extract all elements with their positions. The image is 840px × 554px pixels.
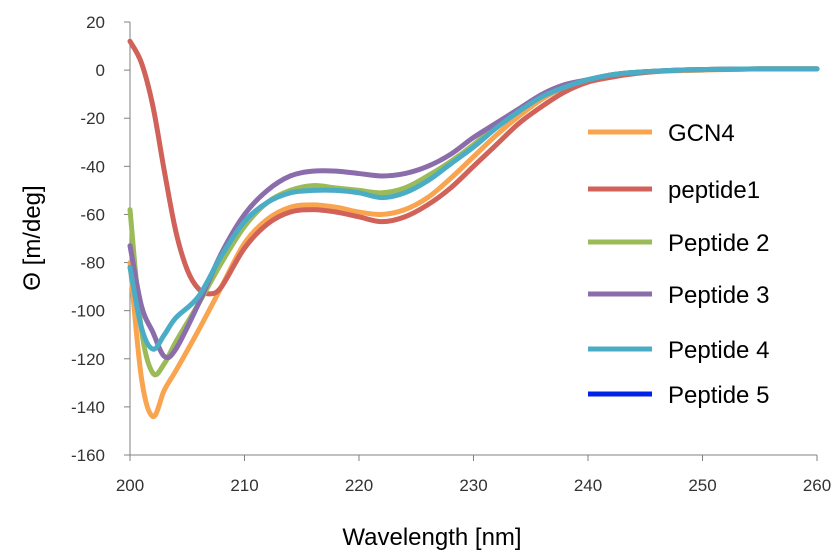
series-line-peptide-2 bbox=[127, 66, 820, 378]
x-ticks: 200 210 220 230 240 250 260 bbox=[116, 455, 831, 495]
legend-label-peptide-4: Peptide 4 bbox=[668, 337, 769, 364]
x-tick-label: 250 bbox=[688, 476, 716, 495]
x-tick-label: 260 bbox=[803, 476, 831, 495]
y-tick-label: -100 bbox=[71, 302, 105, 321]
y-axis-title: Θ [m/deg] bbox=[19, 185, 46, 290]
x-tick-label: 240 bbox=[574, 476, 602, 495]
y-tick-label: -120 bbox=[71, 350, 105, 369]
legend-label-peptide-5: Peptide 5 bbox=[668, 382, 769, 409]
legend-label-peptide-2: Peptide 2 bbox=[668, 230, 769, 257]
x-tick-label: 200 bbox=[116, 476, 144, 495]
y-tick-label: -140 bbox=[71, 398, 105, 417]
y-tick-label: -160 bbox=[71, 446, 105, 465]
y-tick-label: -60 bbox=[80, 205, 105, 224]
y-tick-label: 0 bbox=[96, 61, 105, 80]
y-tick-label: -80 bbox=[80, 254, 105, 273]
series-lines bbox=[127, 38, 820, 420]
x-tick-label: 210 bbox=[230, 476, 258, 495]
legend-label-peptide-3: Peptide 3 bbox=[668, 282, 769, 309]
series-line-peptide-3 bbox=[127, 66, 820, 361]
legend-label-peptide1: peptide1 bbox=[668, 177, 760, 204]
y-tick-label: 20 bbox=[86, 13, 105, 32]
legend-label-gcn4: GCN4 bbox=[668, 120, 735, 147]
x-tick-label: 220 bbox=[345, 476, 373, 495]
legend: GCN4 peptide1 Peptide 2 Peptide 3 Peptide 4 P… bbox=[588, 120, 769, 409]
x-axis-title: Wavelength [nm] bbox=[342, 524, 521, 551]
y-tick-label: -20 bbox=[80, 109, 105, 128]
series-line-peptide-4 bbox=[127, 66, 820, 352]
y-ticks: 20 0 -20 -40 -60 -80 -100 -120 -140 -160 bbox=[71, 13, 130, 465]
x-tick-label: 230 bbox=[459, 476, 487, 495]
y-tick-label: -40 bbox=[80, 157, 105, 176]
